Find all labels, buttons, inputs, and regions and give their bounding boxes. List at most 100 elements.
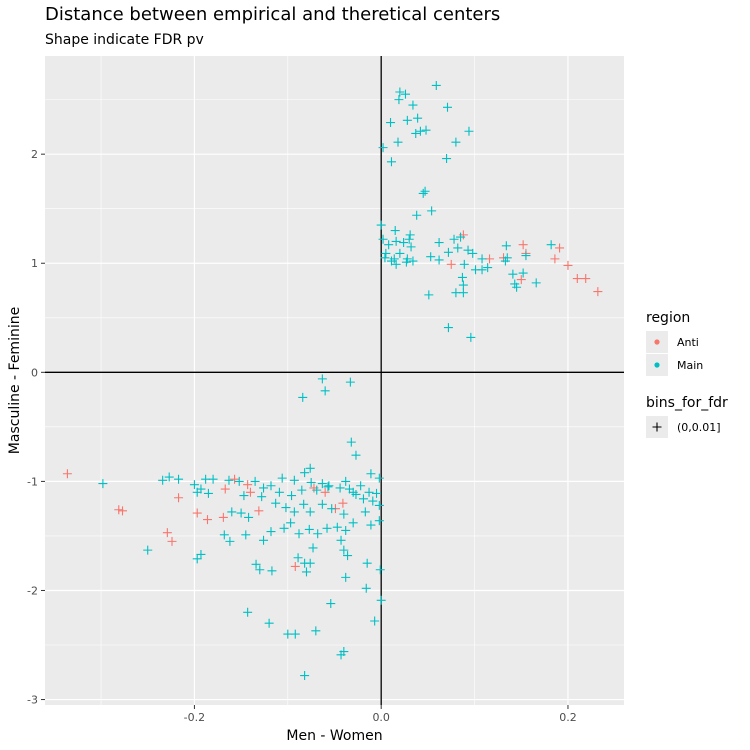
data-point [395, 87, 405, 97]
data-point [449, 234, 459, 244]
data-point [326, 599, 336, 609]
data-point [351, 450, 361, 460]
data-point [254, 506, 264, 516]
data-point [376, 220, 386, 230]
data-point [464, 126, 474, 136]
data-point [415, 126, 425, 136]
data-point [114, 505, 124, 515]
data-point [477, 254, 487, 264]
data-point [427, 206, 437, 216]
data-point [521, 251, 531, 261]
data-point [287, 491, 297, 501]
data-point [477, 265, 487, 275]
data-point [335, 483, 345, 493]
chart-subtitle: Shape indicate FDR pv [45, 32, 204, 48]
legend-key-dot [654, 339, 660, 345]
data-point [443, 247, 453, 257]
plot-panel [45, 56, 624, 705]
data-point [431, 80, 441, 90]
data-point [339, 509, 349, 519]
data-point [518, 240, 528, 250]
data-point [466, 332, 476, 342]
data-point [531, 278, 541, 288]
data-point [324, 481, 334, 491]
data-point [446, 259, 456, 269]
data-point [300, 671, 310, 681]
data-point [301, 567, 311, 577]
data-point [390, 226, 400, 236]
data-point [442, 102, 452, 112]
data-point [386, 256, 396, 266]
data-point [468, 248, 478, 258]
data-point [343, 551, 353, 561]
data-point [381, 248, 391, 258]
y-tick-label: -3 [27, 694, 38, 707]
data-point [516, 275, 526, 285]
data-point [399, 238, 409, 248]
data-point [320, 386, 330, 396]
legend-key-plus [652, 422, 662, 432]
data-point [372, 488, 382, 498]
legend: region Anti Main bins_for_fdr (0,0.01] [646, 310, 728, 438]
data-point [320, 487, 330, 497]
data-point [250, 476, 260, 486]
data-point [312, 485, 322, 495]
data-point [336, 535, 346, 545]
data-point [189, 480, 199, 490]
y-tick-label: 2 [31, 148, 38, 161]
data-point [401, 257, 411, 267]
y-axis-title: Masculine - Feminine [7, 307, 23, 454]
data-point [98, 479, 108, 489]
data-point [230, 474, 240, 484]
data-point [356, 481, 366, 491]
x-tick-label: -0.2 [184, 711, 205, 724]
data-point [297, 485, 307, 495]
data-point [360, 507, 370, 517]
data-point [453, 243, 463, 253]
data-point [406, 242, 416, 252]
data-point [512, 282, 522, 292]
data-point [293, 553, 303, 563]
data-point [323, 482, 333, 492]
data-point [257, 492, 267, 502]
data-point [384, 240, 394, 250]
data-point [174, 493, 184, 503]
data-point [298, 392, 308, 402]
data-point [451, 137, 461, 147]
data-point [224, 475, 234, 485]
data-point [341, 525, 351, 535]
data-point [243, 480, 253, 490]
data-point [370, 616, 380, 626]
data-point [317, 499, 327, 509]
data-point [304, 524, 314, 534]
data-point [395, 248, 405, 258]
data-point [380, 253, 390, 263]
data-point [364, 487, 374, 497]
data-point [267, 566, 277, 576]
data-point [346, 437, 356, 447]
data-point [457, 272, 467, 282]
data-point [234, 476, 244, 486]
legend-title: bins_for_fdr [646, 395, 728, 411]
data-point [458, 288, 468, 298]
y-tick-label: 0 [31, 366, 38, 379]
data-point [378, 234, 388, 244]
data-point [290, 561, 300, 571]
data-point [442, 154, 452, 164]
data-point [426, 252, 436, 262]
data-point [299, 499, 309, 509]
data-point [196, 549, 206, 559]
data-point [404, 234, 414, 244]
data-point [327, 504, 337, 514]
data-point [317, 479, 327, 489]
data-point [391, 236, 401, 246]
data-point [456, 232, 466, 242]
x-axis-title: Men - Women [286, 728, 382, 744]
data-point [236, 508, 246, 518]
data-point [227, 507, 237, 517]
data-point [332, 522, 342, 532]
data-point [243, 607, 253, 617]
data-point [348, 518, 358, 528]
data-point [412, 210, 422, 220]
data-point [118, 506, 128, 516]
